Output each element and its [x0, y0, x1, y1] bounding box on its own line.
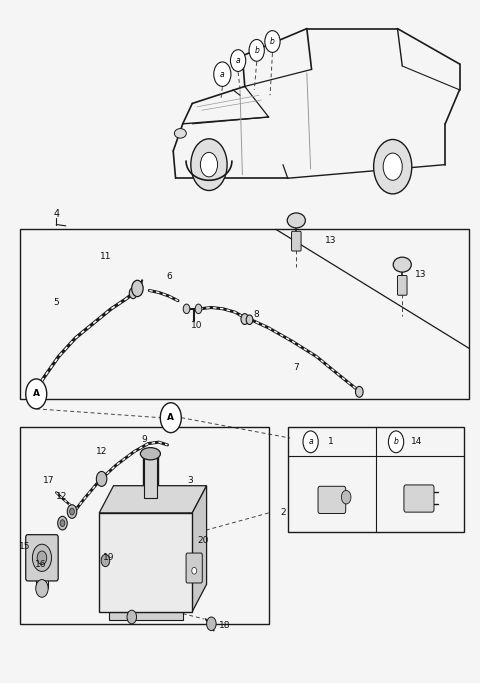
Text: 10: 10: [192, 321, 203, 330]
FancyBboxPatch shape: [144, 454, 157, 498]
Ellipse shape: [174, 128, 186, 138]
Text: 6: 6: [167, 272, 172, 281]
Text: 13: 13: [415, 270, 426, 279]
Text: b: b: [270, 37, 275, 46]
Bar: [288, 426, 464, 532]
Circle shape: [127, 610, 137, 624]
Circle shape: [160, 403, 181, 432]
Circle shape: [37, 551, 47, 565]
Text: 18: 18: [219, 622, 230, 630]
Text: 1: 1: [328, 437, 334, 446]
Circle shape: [26, 379, 47, 409]
Circle shape: [67, 505, 77, 518]
Text: 13: 13: [325, 236, 336, 245]
Circle shape: [383, 153, 402, 180]
Circle shape: [129, 288, 137, 298]
Text: 3: 3: [187, 477, 193, 486]
Text: b: b: [254, 46, 259, 55]
Bar: [21, 229, 469, 400]
Text: 8: 8: [254, 310, 260, 319]
Text: 11: 11: [100, 252, 111, 261]
Circle shape: [33, 544, 51, 572]
Circle shape: [96, 471, 107, 486]
Text: 4: 4: [53, 208, 60, 219]
Circle shape: [214, 62, 231, 87]
FancyBboxPatch shape: [26, 535, 58, 581]
FancyBboxPatch shape: [397, 275, 407, 295]
Text: 9: 9: [142, 435, 147, 444]
Text: 2: 2: [280, 508, 286, 518]
Text: a: a: [220, 70, 225, 79]
Text: 15: 15: [19, 542, 30, 551]
Text: 5: 5: [53, 298, 59, 307]
Circle shape: [33, 384, 40, 395]
Circle shape: [373, 139, 412, 194]
FancyBboxPatch shape: [404, 485, 434, 512]
Ellipse shape: [140, 447, 160, 460]
Circle shape: [341, 490, 351, 504]
Text: b: b: [394, 437, 398, 446]
Text: 20: 20: [198, 536, 209, 545]
Polygon shape: [192, 486, 206, 611]
FancyBboxPatch shape: [318, 486, 346, 514]
Text: a: a: [236, 56, 240, 65]
Circle shape: [191, 139, 227, 191]
Text: 7: 7: [293, 363, 299, 372]
Text: a: a: [308, 437, 313, 446]
Text: A: A: [33, 389, 40, 398]
FancyBboxPatch shape: [291, 232, 301, 251]
Polygon shape: [109, 611, 183, 619]
Text: 14: 14: [411, 437, 422, 446]
Circle shape: [101, 555, 110, 567]
Circle shape: [192, 568, 197, 574]
Text: 19: 19: [103, 553, 115, 562]
Circle shape: [206, 617, 216, 630]
Ellipse shape: [287, 213, 305, 228]
Circle shape: [230, 50, 246, 72]
Circle shape: [249, 40, 264, 61]
Circle shape: [36, 580, 48, 597]
Circle shape: [246, 315, 253, 324]
Text: 16: 16: [35, 560, 46, 569]
Circle shape: [388, 431, 404, 453]
Circle shape: [195, 304, 202, 313]
Circle shape: [60, 520, 65, 527]
Circle shape: [303, 431, 318, 453]
Text: 12: 12: [56, 492, 68, 501]
Ellipse shape: [393, 257, 411, 272]
Text: 12: 12: [96, 447, 108, 456]
Circle shape: [265, 31, 280, 53]
Circle shape: [58, 516, 67, 530]
Circle shape: [200, 152, 217, 177]
Circle shape: [356, 387, 363, 398]
Text: A: A: [168, 413, 174, 422]
Bar: [99, 513, 192, 611]
Text: 17: 17: [43, 477, 55, 486]
Circle shape: [132, 280, 143, 296]
FancyBboxPatch shape: [186, 553, 202, 583]
Bar: [21, 426, 269, 624]
Circle shape: [241, 313, 249, 324]
Circle shape: [70, 508, 74, 515]
Polygon shape: [99, 486, 206, 513]
Circle shape: [183, 304, 190, 313]
